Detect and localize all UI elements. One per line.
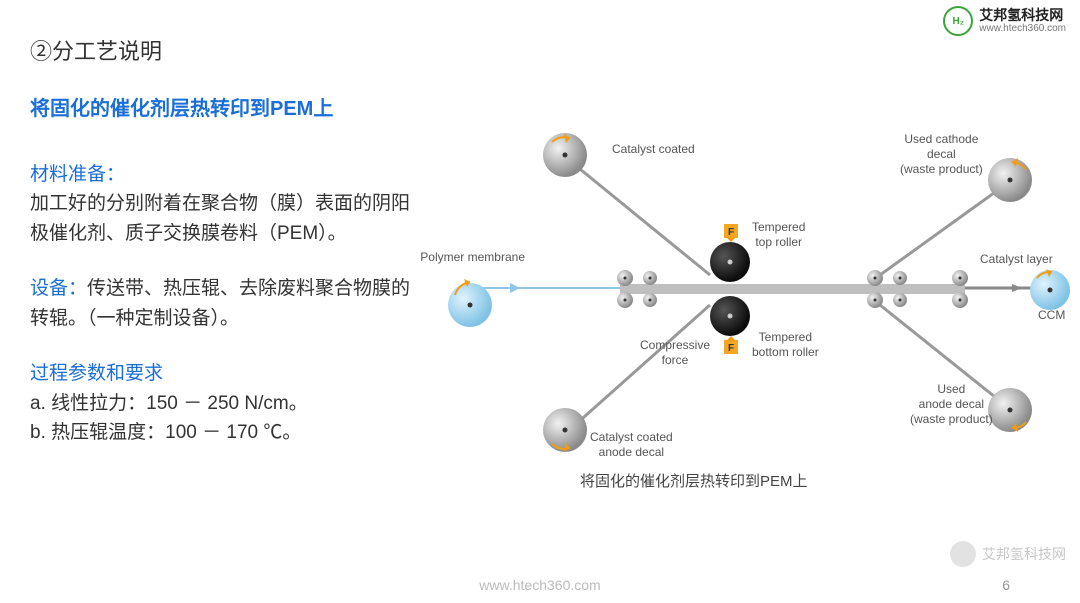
watermark-text: 艾邦氢科技网 xyxy=(982,544,1066,564)
diagram-caption: 将固化的催化剂层热转印到PEM上 xyxy=(580,470,808,491)
label-used-cathode: Used cathode decal (waste product) xyxy=(900,132,983,177)
params-a: a. 线性拉力：150 － 250 N/cm。 xyxy=(30,393,308,414)
force-top-label: F xyxy=(728,227,734,238)
sub-title: 将固化的催化剂层热转印到PEM上 xyxy=(30,92,333,121)
equipment-label: 设备： xyxy=(30,278,87,299)
content-left: 材料准备： 加工好的分别附着在聚合物（膜）表面的阴阳极催化剂、质子交换膜卷料（P… xyxy=(30,160,420,474)
watermark: 艾邦氢科技网 xyxy=(950,541,1066,567)
logo-text-block: 艾邦氢科技网 www.htech360.com xyxy=(979,8,1066,34)
material-label: 材料准备： xyxy=(30,164,125,185)
equipment-text: 传送带、热压辊、去除废料聚合物膜的转辊。（一种定制设备）。 xyxy=(30,278,410,328)
label-polymer-membrane: Polymer membrane xyxy=(415,250,525,265)
material-block: 材料准备： 加工好的分别附着在聚合物（膜）表面的阴阳极催化剂、质子交换膜卷料（P… xyxy=(30,160,420,248)
logo-icon: H₂ xyxy=(943,6,973,36)
params-block: 过程参数和要求 a. 线性拉力：150 － 250 N/cm。 b. 热压辊温度… xyxy=(30,359,420,447)
params-b: b. 热压辊温度：100 － 170 ℃。 xyxy=(30,422,301,443)
section-title: ②分工艺说明 xyxy=(30,34,162,66)
label-tempered-bottom: Tempered bottom roller xyxy=(752,330,819,360)
label-catalyst-anode: Catalyst coated anode decal xyxy=(590,430,673,460)
logo-url: www.htech360.com xyxy=(979,23,1066,34)
label-tempered-top: Tempered top roller xyxy=(752,220,805,250)
footer-url: www.htech360.com xyxy=(479,577,600,593)
label-compressive-force: Compressive force xyxy=(640,338,710,368)
material-text: 加工好的分别附着在聚合物（膜）表面的阴阳极催化剂、质子交换膜卷料（PEM）。 xyxy=(30,193,410,243)
watermark-icon xyxy=(950,541,976,567)
process-diagram: F F Catalyst coated Used cathode decal (… xyxy=(430,130,1070,460)
page-number: 6 xyxy=(1002,577,1010,593)
label-ccm: CCM xyxy=(1038,308,1065,323)
force-bottom-label: F xyxy=(728,343,734,354)
params-label: 过程参数和要求 xyxy=(30,363,163,384)
logo-top: H₂ 艾邦氢科技网 www.htech360.com xyxy=(943,6,1066,36)
equipment-block: 设备：传送带、热压辊、去除废料聚合物膜的转辊。（一种定制设备）。 xyxy=(30,274,420,333)
label-used-anode: Used anode decal (waste product) xyxy=(910,382,993,427)
logo-title: 艾邦氢科技网 xyxy=(979,8,1066,23)
label-catalyst-layer: Catalyst layer xyxy=(980,252,1053,267)
label-catalyst-coated: Catalyst coated xyxy=(612,142,695,157)
